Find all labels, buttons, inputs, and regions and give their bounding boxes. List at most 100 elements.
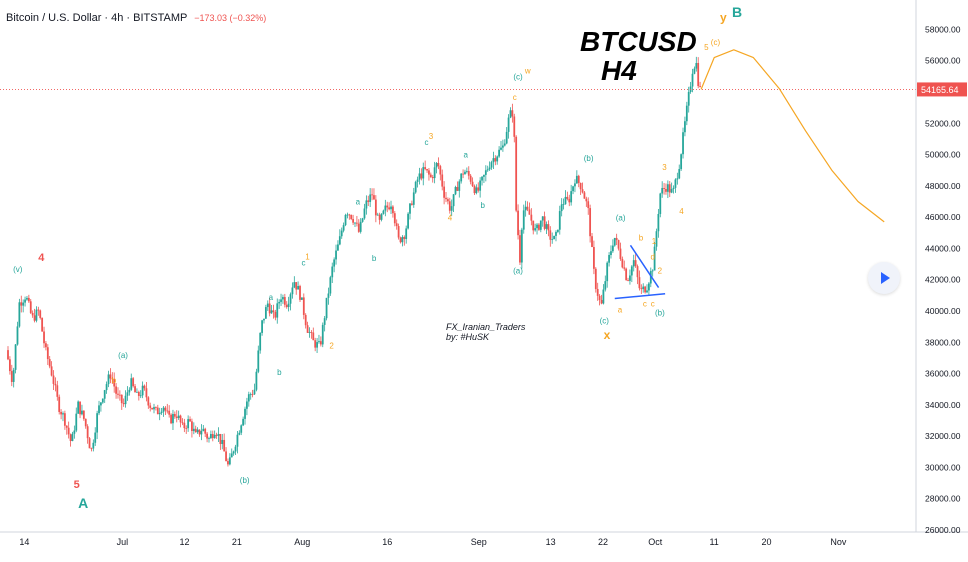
candle-body xyxy=(200,431,203,435)
candle-body xyxy=(587,201,590,209)
candle-body xyxy=(674,179,677,188)
candle-body xyxy=(409,203,411,214)
candle-body xyxy=(139,395,142,397)
candle-body xyxy=(373,195,375,200)
candle-body xyxy=(39,310,42,318)
wave-label: a xyxy=(463,151,468,160)
candle-body xyxy=(63,413,66,426)
candle-body xyxy=(264,307,267,319)
y-tick-label: 50000.00 xyxy=(925,150,961,160)
candle-body xyxy=(651,270,654,272)
wave-label: b xyxy=(480,201,485,210)
candle-body xyxy=(242,418,245,426)
candle-body xyxy=(384,205,387,211)
candle-body xyxy=(371,194,373,196)
candle-body xyxy=(45,343,47,348)
candle-body xyxy=(67,427,70,435)
candle-body xyxy=(308,332,311,334)
candle-body xyxy=(105,384,108,391)
candle-body xyxy=(340,230,343,237)
candle-body xyxy=(598,295,601,300)
candle-body xyxy=(393,213,396,224)
candle-body xyxy=(270,310,273,314)
y-tick-label: 28000.00 xyxy=(925,494,961,504)
candle-body xyxy=(613,237,616,246)
candle-body xyxy=(333,259,336,267)
candle-body xyxy=(562,204,565,205)
candle-body xyxy=(130,378,133,390)
candle-body xyxy=(549,230,552,240)
candle-body xyxy=(194,428,197,433)
candle-body xyxy=(568,198,571,203)
candle-body xyxy=(405,228,408,240)
wave-label: d xyxy=(650,252,654,261)
candle-body xyxy=(122,403,125,405)
candle-body xyxy=(621,258,624,268)
candle-body xyxy=(56,385,59,397)
candle-body xyxy=(310,332,313,334)
candle-body xyxy=(223,439,226,452)
overlays xyxy=(0,49,916,300)
candle-body xyxy=(604,281,607,290)
candle-body xyxy=(20,302,23,306)
candle-body xyxy=(570,191,573,203)
candle-body xyxy=(196,429,199,433)
candle-body xyxy=(149,405,152,408)
candle-body xyxy=(8,359,11,372)
candle-body xyxy=(352,218,354,223)
candle-body xyxy=(321,324,324,345)
candle-body xyxy=(103,390,106,399)
wave-label: 5 xyxy=(704,43,709,52)
candle-body xyxy=(558,211,561,230)
candle-body xyxy=(551,239,554,240)
candle-body xyxy=(71,433,74,442)
candle-body xyxy=(687,91,690,106)
wave-label: 3 xyxy=(429,132,434,141)
candle-body xyxy=(437,162,440,167)
candle-body xyxy=(153,407,155,410)
candle-body xyxy=(594,268,597,289)
axes: 26000.00 28000.00 30000.00 32000.00 34000.00… xyxy=(0,0,968,547)
candle-body xyxy=(111,378,114,380)
replay-button[interactable] xyxy=(868,262,900,294)
x-tick-label: 13 xyxy=(546,537,556,547)
candle-body xyxy=(428,170,430,175)
wave-label: (v) xyxy=(13,265,23,274)
candle-body xyxy=(170,414,172,424)
candle-body xyxy=(7,350,9,360)
candle-body xyxy=(230,453,233,458)
watermark-line1: FX_Iranian_Traders xyxy=(446,322,526,332)
candle-body xyxy=(302,297,305,315)
candle-body xyxy=(297,286,300,290)
candle-body xyxy=(304,314,307,326)
candle-body xyxy=(625,268,628,281)
candle-body xyxy=(505,131,508,144)
candle-body xyxy=(374,199,377,216)
candle-body xyxy=(528,209,531,215)
wave-label: b xyxy=(112,376,117,385)
wave-label: a xyxy=(618,306,623,315)
wave-label: A xyxy=(78,495,88,511)
candle-body xyxy=(287,303,290,308)
candle-body xyxy=(98,405,100,414)
candle-body xyxy=(422,167,425,179)
candle-body xyxy=(162,407,165,412)
candle-body xyxy=(96,413,99,433)
wave-label: a xyxy=(269,293,274,302)
candle-body xyxy=(606,262,609,282)
wave-label: 2 xyxy=(329,342,334,351)
candle-body xyxy=(155,407,157,408)
candle-body xyxy=(420,173,423,179)
candle-body xyxy=(117,393,119,395)
candle-body xyxy=(629,275,631,281)
candle-body xyxy=(75,413,78,431)
candle-body xyxy=(259,332,262,351)
candle-body xyxy=(249,394,252,396)
candle-body xyxy=(156,407,159,415)
candle-body xyxy=(43,331,45,344)
candle-body xyxy=(158,412,161,415)
candle-body xyxy=(132,378,135,387)
candle-body xyxy=(623,267,626,269)
